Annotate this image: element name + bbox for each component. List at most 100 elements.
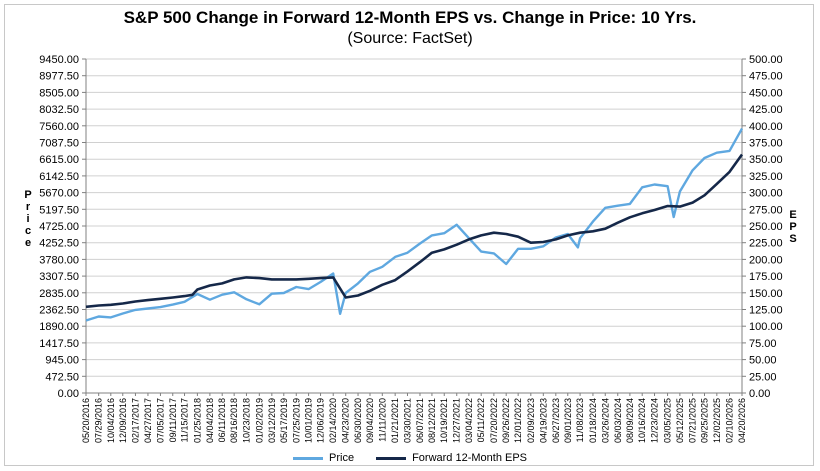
x-tick-label: 08/09/2024: [625, 398, 635, 443]
x-tick-label: 10/01/2019: [304, 398, 314, 443]
right-tick-label: 475.00: [749, 71, 783, 83]
legend-item-price: Price: [293, 452, 354, 464]
x-tick-label: 10/04/2016: [106, 398, 116, 443]
right-tick-label: 75.00: [749, 338, 777, 350]
left-y-axis: 9450.00 8977.50 8505.00 8032.50 7560.00 7087.…: [39, 54, 87, 400]
x-tick-label: 09/11/2017: [168, 398, 178, 442]
axis-title-char: c: [25, 225, 31, 237]
x-tick-label: 06/07/2021: [415, 398, 425, 443]
price-line: [85, 128, 744, 322]
x-tick-label: 03/30/2021: [402, 398, 412, 443]
x-tick-label: 12/23/2024: [650, 398, 660, 443]
axis-title-char: E: [789, 209, 796, 221]
x-tick-label: 06/03/2024: [613, 398, 623, 443]
x-tick-label: 10/16/2024: [637, 398, 647, 443]
left-tick-label: 2835.00: [39, 288, 79, 300]
legend-label-eps: Forward 12-Month EPS: [412, 452, 527, 464]
right-y-axis: 500.00 475.00 450.00 425.00 400.00 375.00 350.…: [741, 54, 783, 400]
x-tick-label: 12/06/2019: [316, 398, 326, 443]
right-tick-label: 350.00: [749, 154, 783, 166]
axis-title-char: e: [25, 237, 31, 249]
x-tick-label: 09/01/2023: [563, 398, 573, 443]
right-tick-label: 25.00: [749, 371, 777, 383]
x-tick-label: 01/21/2021: [390, 398, 400, 443]
right-tick-label: 150.00: [749, 288, 783, 300]
left-tick-label: 8505.00: [39, 87, 79, 99]
legend-swatch-price: [293, 456, 323, 460]
chart-title: S&P 500 Change in Forward 12-Month EPS v…: [123, 8, 697, 27]
x-tick-label: 11/11/2020: [377, 398, 387, 442]
x-tick-label: 04/23/2020: [341, 398, 351, 443]
x-tick-label: 02/17/2017: [130, 398, 140, 443]
x-tick-label: 06/30/2020: [353, 398, 363, 443]
left-tick-label: 6615.00: [39, 154, 79, 166]
right-tick-label: 200.00: [749, 254, 783, 266]
left-tick-label: 4725.00: [39, 221, 79, 233]
right-tick-label: 100.00: [749, 321, 783, 333]
x-tick-label: 03/26/2024: [600, 398, 610, 443]
left-tick-label: 3307.50: [39, 271, 79, 283]
x-tick-label: 01/25/2018: [192, 398, 202, 443]
axis-title-char: r: [26, 201, 31, 213]
x-tick-label: 07/20/2022: [489, 398, 499, 443]
x-tick-label: 09/26/2022: [501, 398, 511, 443]
x-tick-label: 01/18/2024: [588, 398, 598, 443]
right-tick-label: 375.00: [749, 138, 783, 150]
x-tick-label: 06/27/2023: [551, 398, 561, 443]
left-tick-label: 6142.50: [39, 171, 79, 183]
x-tick-label: 05/12/2025: [675, 398, 685, 443]
left-tick-label: 9450.00: [39, 54, 79, 66]
x-tick-label: 05/11/2022: [476, 398, 486, 442]
left-tick-label: 8977.50: [39, 71, 79, 83]
x-tick-label: 07/21/2025: [688, 398, 698, 443]
right-tick-label: 325.00: [749, 171, 783, 183]
x-tick-label: 01/02/2019: [254, 398, 264, 443]
x-tick-label: 12/02/2025: [712, 398, 722, 443]
left-tick-label: 7560.00: [39, 121, 79, 133]
right-tick-label: 500.00: [749, 54, 783, 66]
x-tick-label: 05/20/2016: [81, 398, 91, 443]
axis-title-char: P: [24, 189, 31, 201]
x-tick-label: 08/12/2021: [427, 398, 437, 443]
left-tick-label: 5670.00: [39, 188, 79, 200]
x-tick-label: 08/16/2018: [229, 398, 239, 443]
right-tick-label: 125.00: [749, 305, 783, 317]
x-tick-label: 10/23/2018: [241, 398, 251, 443]
left-axis-title: Price: [24, 189, 31, 249]
x-tick-label: 07/25/2019: [291, 398, 301, 443]
left-tick-label: 472.50: [45, 371, 79, 383]
x-tick-label: 07/05/2017: [155, 398, 165, 443]
chart-subtitle: (Source: FactSet): [347, 30, 473, 47]
right-axis-title: EPS: [789, 209, 796, 245]
right-tick-label: 425.00: [749, 104, 783, 116]
left-tick-label: 3780.00: [39, 254, 79, 266]
eps-line: [85, 153, 744, 309]
x-axis: 05/20/2016 07/29/2016 10/04/2016 12/09/2016…: [81, 392, 747, 443]
right-tick-label: 50.00: [749, 355, 777, 367]
axis-title-char: S: [789, 233, 796, 245]
legend: Price Forward 12-Month EPS: [0, 450, 820, 466]
series-layer: [85, 128, 744, 322]
right-tick-label: 275.00: [749, 204, 783, 216]
axis-title-char: i: [26, 213, 29, 225]
x-tick-label: 02/10/2026: [725, 398, 735, 443]
right-tick-label: 250.00: [749, 221, 783, 233]
grid-layer: [86, 58, 742, 394]
x-tick-label: 03/05/2025: [663, 398, 673, 443]
left-tick-label: 5197.50: [39, 204, 79, 216]
chart-frame: [4, 4, 814, 466]
x-tick-label: 03/04/2022: [464, 398, 474, 443]
x-tick-label: 04/27/2017: [143, 398, 153, 443]
left-tick-label: 1417.50: [39, 338, 79, 350]
legend-swatch-eps: [376, 456, 407, 460]
legend-item-eps: Forward 12-Month EPS: [376, 452, 527, 464]
left-tick-label: 945.00: [45, 355, 79, 367]
x-tick-label: 11/15/2017: [180, 398, 190, 442]
legend-label-price: Price: [329, 452, 355, 464]
x-tick-label: 09/25/2025: [700, 398, 710, 443]
x-tick-label: 12/09/2016: [118, 398, 128, 443]
left-tick-label: 1890.00: [39, 321, 79, 333]
left-tick-label: 2362.50: [39, 305, 79, 317]
right-tick-label: 300.00: [749, 188, 783, 200]
